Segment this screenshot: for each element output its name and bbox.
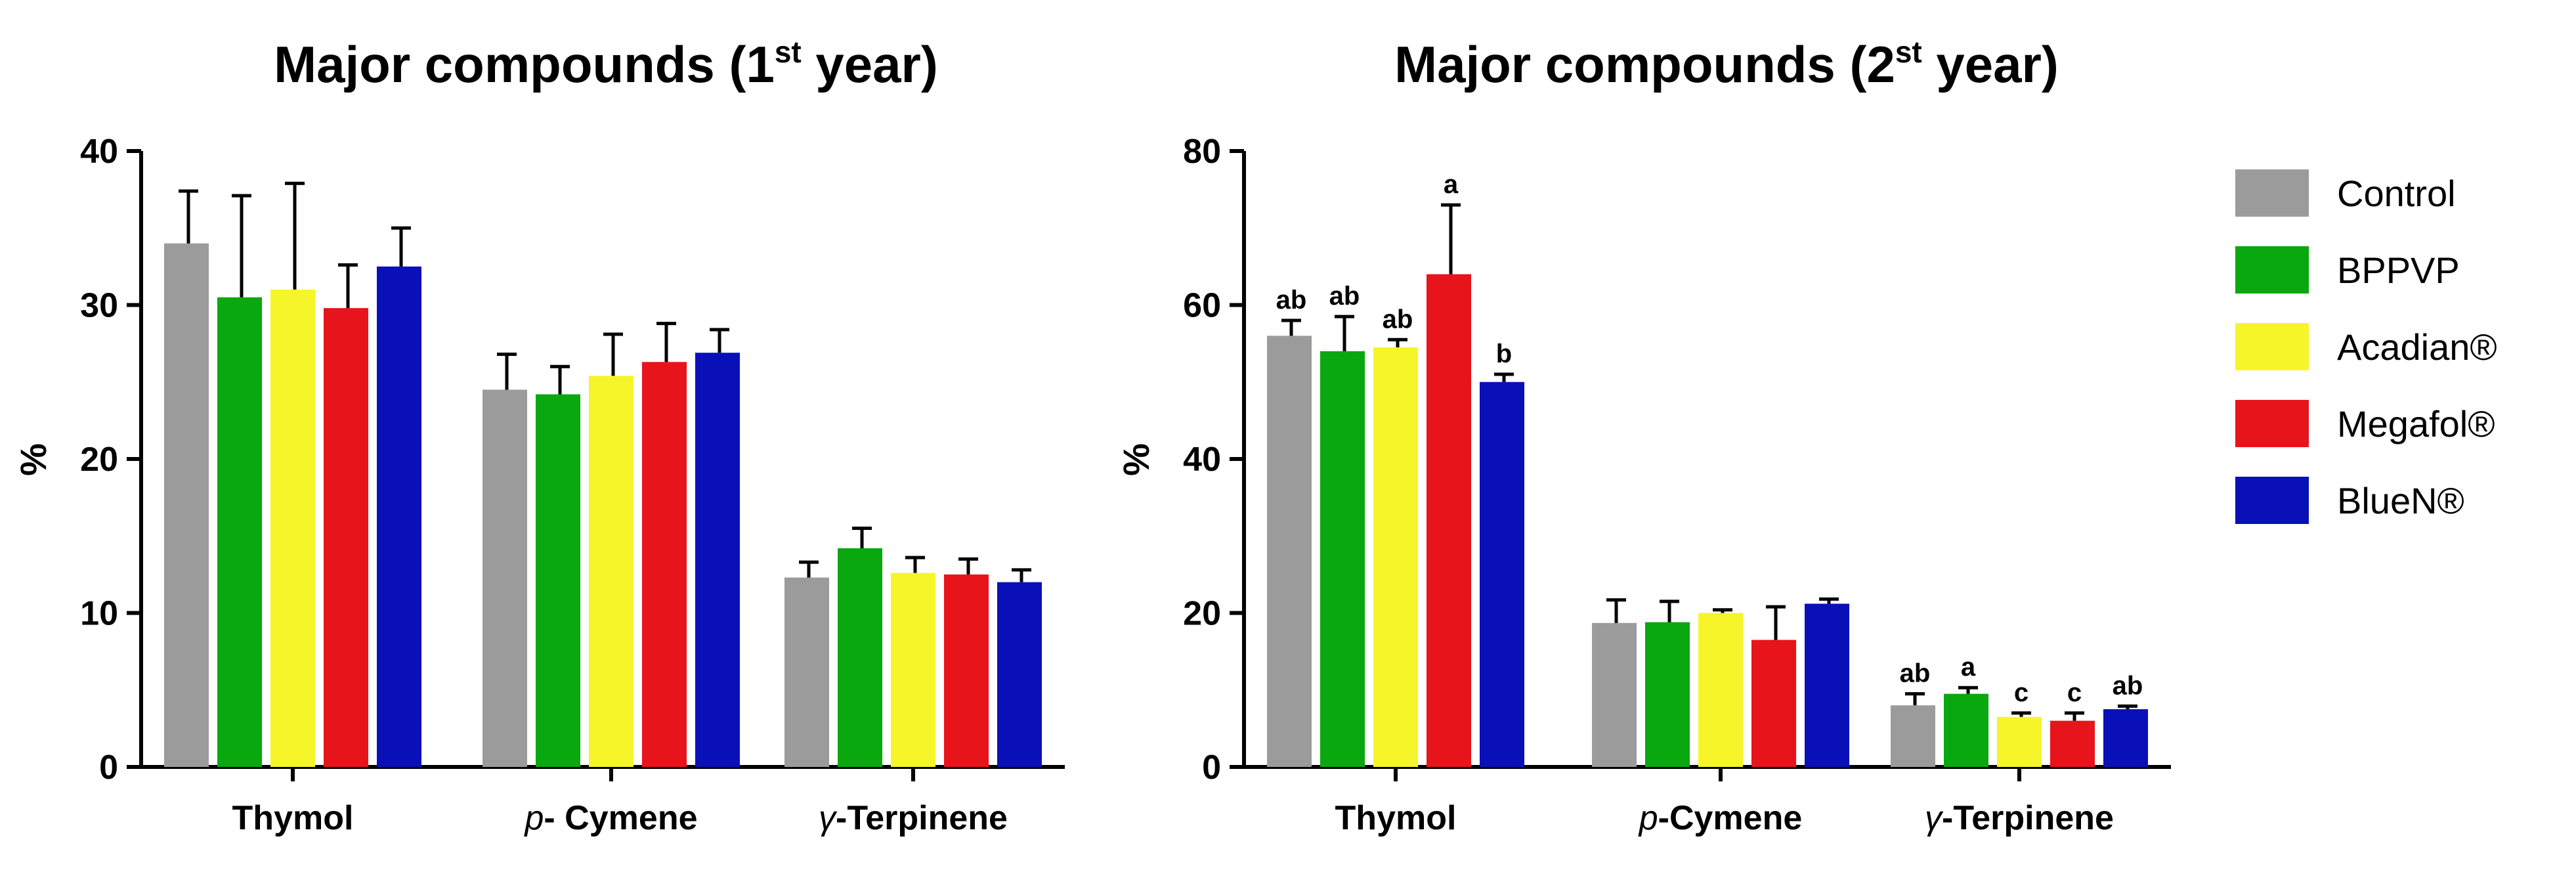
significance-label: ab (1900, 659, 1931, 688)
bar-bluen (2103, 709, 2148, 767)
legend-label: BPPVP (2337, 250, 2460, 291)
legend-swatch (2235, 400, 2309, 447)
bar-megafol (324, 308, 368, 767)
bar-bluen (1805, 603, 1849, 767)
y-tick-label: 40 (80, 133, 118, 171)
bar-acadian (891, 573, 935, 767)
bar-acadian (270, 290, 315, 767)
chart-1-axes: 0 10 20 30 40 Thymol p- Cymene γ-Terpinene (80, 133, 1065, 837)
chart-1-bars (164, 181, 1042, 767)
chart-1-title: Major compounds (1st year) (274, 35, 938, 93)
bar-megafol (2050, 720, 2095, 767)
significance-label: ab (1276, 286, 1307, 315)
chart-2nd-year: Major compounds (2st year) % 0 20 40 60 80 Th… (1115, 35, 2171, 837)
bar-acadian (589, 376, 633, 767)
y-tick-label: 0 (99, 749, 118, 787)
bar-bluen (695, 353, 740, 767)
bar-control (1592, 622, 1637, 767)
x-tick-label: γ-Terpinene (1925, 799, 2114, 837)
bar-acadian (1373, 347, 1418, 767)
legend-label: Acadian® (2337, 326, 2497, 368)
y-tick-label: 40 (1183, 441, 1221, 479)
bar-bppvp (536, 394, 580, 767)
legend-swatch (2235, 323, 2309, 370)
bar-megafol (1427, 274, 1471, 768)
bar-control (164, 243, 209, 767)
bar-megafol (642, 362, 687, 767)
significance-label: ab (1383, 305, 1413, 334)
y-tick-label: 10 (80, 595, 118, 633)
bar-bluen (997, 582, 1042, 767)
x-tick-label: p-Cymene (1638, 799, 1803, 837)
chart-2-title: Major compounds (2st year) (1394, 35, 2059, 93)
chart-1st-year: Major compounds (1st year) % 0 10 20 30 40 Th… (12, 35, 1065, 837)
bar-control (1267, 336, 1312, 767)
bar-megafol (1751, 640, 1796, 767)
significance-label: ab (1329, 282, 1360, 311)
significance-label: c (2067, 678, 2082, 707)
legend-swatch (2235, 477, 2309, 524)
bar-control (1891, 705, 1935, 767)
legend-swatch (2235, 169, 2309, 217)
y-tick-label: 80 (1183, 133, 1221, 171)
x-tick-label: p- Cymene (524, 799, 698, 837)
chart-1-ylabel: % (12, 443, 54, 476)
x-tick-label: Thymol (1335, 799, 1457, 837)
bar-control (784, 577, 829, 767)
significance-label: b (1496, 339, 1512, 368)
legend-label: Control (2337, 173, 2456, 214)
bar-control (483, 389, 527, 767)
significance-label: c (2014, 678, 2029, 707)
bar-bppvp (1645, 622, 1690, 767)
bar-acadian (1698, 613, 1743, 767)
significance-label: a (1961, 653, 1976, 682)
bar-acadian (1997, 716, 2042, 767)
legend-label: BlueN® (2337, 480, 2464, 521)
y-tick-label: 60 (1183, 287, 1221, 325)
bar-bluen (1480, 381, 1524, 767)
significance-label: ab (2113, 671, 2143, 700)
x-tick-label: Thymol (232, 799, 354, 837)
legend-swatch (2235, 246, 2309, 294)
y-tick-label: 0 (1202, 749, 1221, 787)
chart-2-ylabel: % (1115, 443, 1157, 476)
legend-label: Megafol® (2337, 403, 2495, 445)
bar-bppvp (217, 297, 262, 767)
bar-bppvp (1320, 351, 1365, 767)
y-tick-label: 30 (80, 287, 118, 325)
significance-label: a (1444, 170, 1459, 199)
x-tick-label: γ-Terpinene (819, 799, 1008, 837)
bar-bppvp (1944, 693, 1988, 767)
y-tick-label: 20 (1183, 595, 1221, 633)
bar-megafol (944, 574, 989, 767)
bar-bppvp (838, 548, 882, 767)
y-tick-label: 20 (80, 441, 118, 479)
bar-bluen (377, 266, 421, 767)
legend: Control BPPVP Acadian® Megafol® BlueN® (2235, 169, 2497, 524)
